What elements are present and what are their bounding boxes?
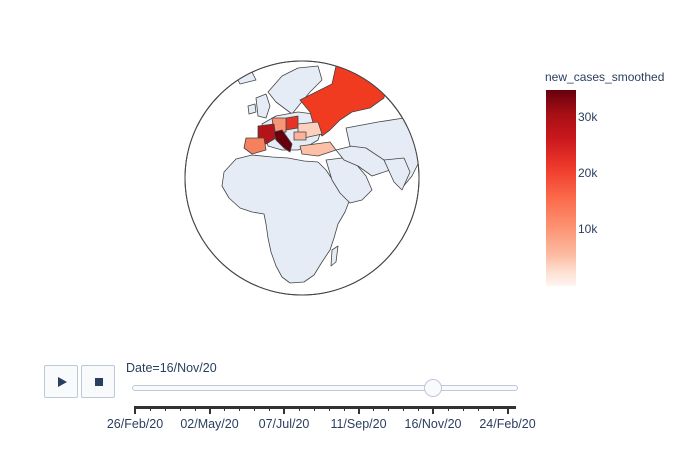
colorbar xyxy=(546,90,576,286)
slider-minor-tick xyxy=(239,407,241,411)
slider-minor-tick xyxy=(418,407,420,411)
land-ireland xyxy=(247,103,257,115)
slider-minor-tick xyxy=(388,407,390,411)
land-uk xyxy=(255,93,271,119)
slider-handle[interactable] xyxy=(424,379,443,397)
slider-tick-label[interactable]: 07/Jul/20 xyxy=(258,417,310,431)
slider-minor-tick xyxy=(149,407,151,411)
slider-tick-label[interactable]: 02/May/20 xyxy=(180,417,239,431)
slider-major-tick xyxy=(134,407,136,414)
slider-minor-tick xyxy=(313,407,315,411)
land-africa xyxy=(221,154,351,284)
slider-minor-tick xyxy=(462,407,464,411)
slider-minor-tick xyxy=(164,407,166,411)
colorbar-tick: 10k xyxy=(578,222,598,236)
region-turkey[interactable] xyxy=(299,141,337,157)
stop-button[interactable] xyxy=(81,365,115,398)
slider-major-tick xyxy=(357,407,360,414)
slider-tick-label[interactable]: 11/Sep/20 xyxy=(330,417,387,431)
land-scandinavia xyxy=(267,65,323,115)
colorbar-title: new_cases_smoothed xyxy=(545,70,665,84)
slider-rail[interactable] xyxy=(132,385,518,391)
slider-minor-tick xyxy=(477,407,479,411)
globe-outline xyxy=(184,60,420,296)
colorbar-tick: 20k xyxy=(578,166,598,180)
region-italy[interactable] xyxy=(273,129,293,153)
slider-minor-tick xyxy=(373,407,375,411)
slider-major-tick xyxy=(208,407,211,414)
slider-current-value: Date=16/Nov/20 xyxy=(126,361,217,375)
slider-minor-tick xyxy=(447,407,449,411)
slider-major-tick xyxy=(506,407,509,414)
slider-minor-tick xyxy=(403,407,405,411)
slider-minor-tick xyxy=(179,407,181,411)
colorbar-tick: 30k xyxy=(578,110,598,124)
land-madagascar xyxy=(330,245,339,267)
slider-major-tick xyxy=(432,407,434,414)
region-poland[interactable] xyxy=(285,115,299,131)
play-icon xyxy=(58,377,67,387)
slider-minor-tick xyxy=(194,407,196,411)
slider-tick-label[interactable]: 26/Feb/20 xyxy=(106,417,164,431)
slider-axis xyxy=(134,406,516,409)
stop-icon xyxy=(95,378,103,386)
slider-minor-tick xyxy=(298,407,300,411)
slider-minor-tick xyxy=(254,407,256,411)
slider-tick-label[interactable]: 16/Nov/20 xyxy=(404,417,462,431)
slider-major-tick xyxy=(283,407,285,414)
slider-tick-label[interactable]: 24/Feb/20 xyxy=(479,417,536,431)
slider-minor-tick xyxy=(269,407,271,411)
slider-minor-tick xyxy=(343,407,345,411)
slider-minor-tick xyxy=(328,407,330,411)
slider-minor-tick xyxy=(224,407,226,411)
land-india xyxy=(383,157,411,191)
slider-minor-tick xyxy=(492,407,494,411)
region-spain[interactable] xyxy=(243,137,267,155)
play-button[interactable] xyxy=(44,365,78,398)
region-romania[interactable] xyxy=(293,131,307,141)
